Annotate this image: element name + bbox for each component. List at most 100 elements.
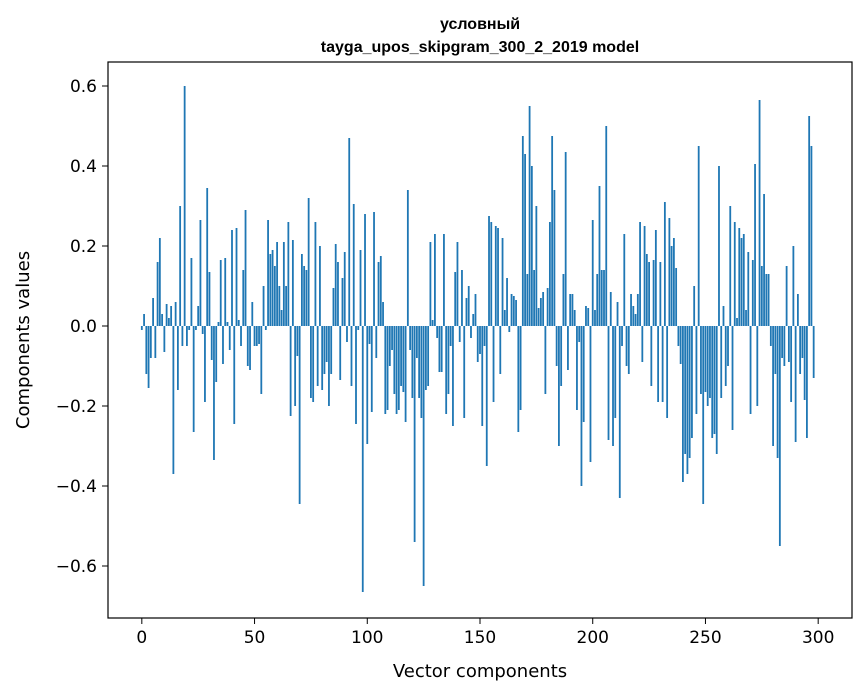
bar-226	[650, 326, 653, 386]
bar-126	[424, 326, 427, 390]
bar-211	[616, 302, 619, 326]
bar-241	[684, 326, 687, 454]
bar-131	[436, 326, 439, 338]
bar-268	[745, 310, 747, 326]
bar-214	[623, 234, 626, 326]
bar-9	[161, 314, 164, 326]
bar-175	[535, 206, 538, 326]
y-tick-label: 0.4	[70, 157, 97, 177]
bar-115	[400, 326, 402, 386]
bar-296	[808, 116, 811, 326]
bar-25	[197, 306, 200, 326]
bar-195	[580, 326, 583, 486]
bar-288	[790, 326, 793, 402]
bar-121	[413, 326, 416, 542]
bar-6	[154, 326, 157, 358]
bar-33	[215, 326, 218, 382]
bar-26	[199, 220, 202, 326]
bar-232	[663, 202, 666, 326]
bar-170	[524, 154, 526, 326]
bar-75	[310, 326, 312, 398]
bar-110	[388, 326, 391, 366]
bar-112	[393, 326, 396, 394]
bar-61	[278, 286, 281, 326]
bar-31	[210, 326, 213, 360]
bar-227	[652, 260, 655, 326]
bar-154	[488, 216, 490, 326]
bar-103	[373, 212, 375, 326]
bar-52	[258, 326, 260, 344]
bar-133	[440, 326, 443, 372]
bar-207	[607, 326, 610, 440]
bar-40	[231, 230, 233, 326]
bar-200	[591, 220, 594, 326]
bar-242	[686, 326, 689, 474]
bar-164	[510, 294, 513, 326]
bar-70	[298, 326, 301, 504]
bar-4	[149, 326, 152, 358]
bar-147	[472, 314, 475, 326]
bar-62	[280, 310, 283, 326]
x-tick-label: 200	[577, 628, 609, 648]
bar-49	[251, 302, 254, 326]
bar-243	[688, 326, 691, 458]
bar-92	[348, 138, 351, 326]
bar-89	[341, 278, 344, 326]
bar-177	[539, 298, 542, 326]
bar-213	[621, 326, 623, 346]
bar-287	[787, 326, 790, 362]
bar-176	[537, 308, 540, 326]
bar-18	[181, 326, 184, 346]
bar-140	[456, 242, 459, 326]
bar-127	[427, 326, 430, 386]
bar-48	[249, 326, 251, 370]
x-tick-label: 50	[244, 628, 266, 648]
bar-35	[219, 260, 222, 326]
bar-30	[208, 272, 211, 326]
bar-152	[483, 326, 486, 346]
bar-116	[402, 326, 405, 392]
bar-23	[192, 326, 195, 432]
bar-159	[499, 326, 502, 374]
bar-290	[794, 326, 797, 442]
bar-0	[140, 326, 143, 330]
bar-80	[321, 326, 324, 390]
bar-71	[300, 254, 303, 326]
bar-118	[406, 190, 409, 326]
bar-114	[397, 326, 400, 410]
bar-158	[497, 228, 499, 326]
bar-87	[337, 262, 339, 326]
bar-138	[452, 326, 454, 426]
bar-67	[291, 240, 294, 326]
bar-192	[573, 310, 576, 326]
bar-215	[625, 326, 628, 366]
bar-107	[382, 302, 384, 326]
y-tick-label: −0.2	[56, 397, 97, 417]
bar-46	[244, 210, 247, 326]
bar-280	[772, 326, 774, 446]
bar-216	[627, 326, 630, 374]
bar-129	[431, 320, 434, 326]
bar-265	[738, 228, 741, 326]
y-tick-label: 0.6	[70, 77, 97, 97]
bar-183	[553, 190, 556, 326]
bar-277	[765, 274, 768, 326]
bar-167	[517, 326, 520, 432]
bar-101	[368, 326, 371, 344]
bar-39	[228, 326, 231, 350]
bar-120	[411, 326, 414, 398]
bar-191	[571, 294, 574, 326]
bar-181	[548, 222, 551, 326]
y-axis-label: Components values	[13, 251, 34, 429]
bar-198	[587, 308, 590, 326]
y-axis-ticks: −0.6 −0.4 −0.2 0.0 0.2 0.4 0.6	[56, 77, 108, 577]
bar-174	[533, 270, 536, 326]
bar-244	[691, 326, 693, 438]
bar-143	[463, 326, 466, 418]
bar-109	[386, 326, 389, 410]
bar-124	[420, 326, 423, 418]
bar-14	[172, 326, 175, 474]
bar-267	[742, 234, 745, 326]
bar-86	[334, 244, 337, 326]
bar-135	[445, 326, 448, 414]
